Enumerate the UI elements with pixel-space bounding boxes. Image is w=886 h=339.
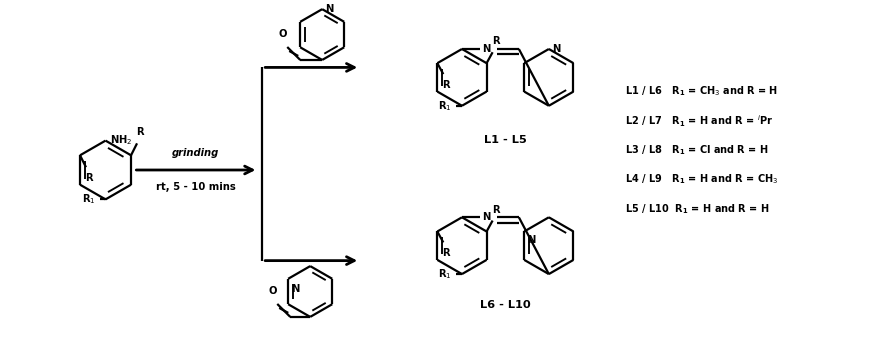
Text: L3 / L8   $\mathbf{R_1}$ = Cl and R = H: L3 / L8 $\mathbf{R_1}$ = Cl and R = H [625,143,768,157]
Text: O: O [268,286,276,296]
Text: R: R [442,80,450,90]
Text: N: N [482,44,490,54]
Text: rt, 5 - 10 mins: rt, 5 - 10 mins [156,182,236,192]
Text: R: R [136,127,144,137]
Text: N: N [552,44,560,54]
Text: N: N [291,284,299,294]
Text: L2 / L7   $\mathbf{R_1}$ = H and R = $^i$Pr: L2 / L7 $\mathbf{R_1}$ = H and R = $^i$P… [625,113,773,128]
Text: L1 - L5: L1 - L5 [484,135,527,145]
Text: NH$_2$: NH$_2$ [110,133,132,146]
Text: N: N [325,4,333,14]
Text: R$_1$: R$_1$ [82,193,96,206]
Text: R: R [85,173,93,183]
Text: R$_1$: R$_1$ [439,99,452,113]
Text: N: N [482,212,490,222]
Text: L4 / L9   $\mathbf{R_1}$ = H and R = CH$_3$: L4 / L9 $\mathbf{R_1}$ = H and R = CH$_3… [625,173,778,186]
Text: L5 / L10  $\mathbf{R_1}$ = H and R = H: L5 / L10 $\mathbf{R_1}$ = H and R = H [625,202,769,216]
Text: R$_1$: R$_1$ [439,267,452,281]
Text: grinding: grinding [172,148,220,158]
Text: L1 / L6   $\mathbf{R_1}$ = CH$_3$ and R = H: L1 / L6 $\mathbf{R_1}$ = CH$_3$ and R = … [625,84,778,98]
Text: O: O [278,29,286,39]
Text: R: R [492,36,500,46]
Text: N: N [527,236,535,245]
Text: R: R [492,204,500,215]
Text: L6 - L10: L6 - L10 [480,300,531,311]
Text: R: R [442,248,450,258]
